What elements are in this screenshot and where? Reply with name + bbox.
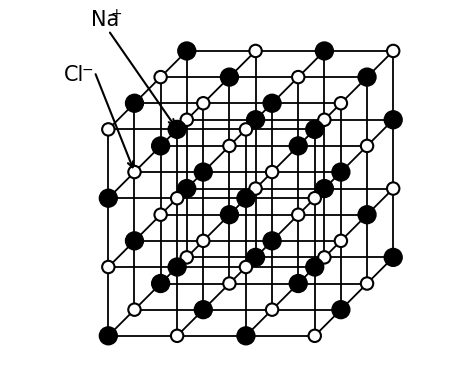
Circle shape (237, 189, 255, 207)
Circle shape (220, 68, 238, 86)
Circle shape (387, 45, 400, 57)
Circle shape (387, 182, 400, 195)
Circle shape (240, 261, 252, 273)
Circle shape (152, 137, 170, 155)
Circle shape (263, 94, 281, 112)
Circle shape (249, 182, 262, 195)
Text: +: + (110, 7, 122, 22)
Circle shape (220, 206, 238, 224)
Circle shape (223, 140, 236, 152)
Circle shape (168, 120, 186, 138)
Circle shape (358, 68, 376, 86)
Circle shape (240, 123, 252, 135)
Circle shape (178, 180, 196, 198)
Circle shape (102, 261, 115, 273)
Circle shape (384, 111, 402, 129)
Circle shape (100, 189, 117, 207)
Circle shape (100, 327, 117, 345)
Circle shape (335, 235, 347, 247)
Circle shape (171, 192, 183, 204)
Circle shape (197, 235, 210, 247)
Circle shape (178, 42, 196, 60)
Circle shape (102, 123, 115, 135)
Circle shape (292, 209, 304, 221)
Text: Cl: Cl (64, 65, 84, 85)
Circle shape (237, 327, 255, 345)
Circle shape (266, 166, 278, 178)
Circle shape (289, 137, 307, 155)
Circle shape (194, 301, 212, 319)
Circle shape (266, 304, 278, 316)
Circle shape (152, 275, 170, 292)
Circle shape (306, 258, 324, 276)
Circle shape (292, 71, 304, 83)
Circle shape (197, 97, 210, 109)
Circle shape (168, 258, 186, 276)
Circle shape (289, 275, 307, 292)
Circle shape (155, 71, 167, 83)
Circle shape (128, 304, 141, 316)
Circle shape (332, 163, 350, 181)
Circle shape (194, 163, 212, 181)
Circle shape (181, 113, 193, 126)
Circle shape (309, 192, 321, 204)
Circle shape (246, 248, 264, 266)
Circle shape (361, 278, 373, 290)
Text: −: − (81, 63, 93, 76)
Circle shape (155, 209, 167, 221)
Circle shape (128, 166, 141, 178)
Circle shape (315, 42, 333, 60)
Text: Na: Na (91, 10, 119, 30)
Circle shape (335, 97, 347, 109)
Circle shape (126, 94, 144, 112)
Circle shape (223, 278, 236, 290)
Circle shape (309, 330, 321, 342)
Circle shape (358, 206, 376, 224)
Circle shape (263, 232, 281, 250)
Circle shape (318, 113, 330, 126)
Circle shape (181, 251, 193, 264)
Circle shape (384, 248, 402, 266)
Circle shape (315, 180, 333, 198)
Circle shape (332, 301, 350, 319)
Circle shape (171, 330, 183, 342)
Circle shape (126, 232, 144, 250)
Circle shape (246, 111, 264, 129)
Circle shape (318, 251, 330, 264)
Circle shape (306, 120, 324, 138)
Circle shape (249, 45, 262, 57)
Circle shape (361, 140, 373, 152)
